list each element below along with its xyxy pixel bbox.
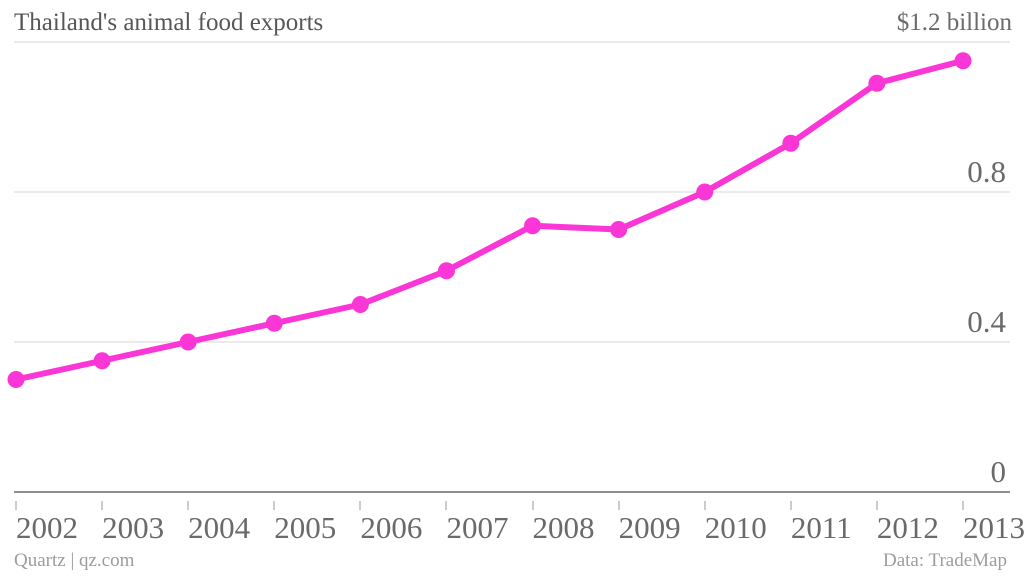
x-tick-label: 2005 bbox=[274, 510, 337, 545]
data-point bbox=[265, 314, 283, 332]
data-source-text: Data: TradeMap bbox=[882, 550, 1007, 571]
x-tick bbox=[617, 501, 620, 510]
credit-text: Quartz | qz.com bbox=[14, 550, 135, 571]
x-tick bbox=[187, 501, 190, 510]
x-tick bbox=[962, 501, 964, 510]
x-tick bbox=[359, 501, 362, 510]
gridline bbox=[14, 41, 1010, 43]
gridline bbox=[14, 341, 1010, 343]
x-tick bbox=[703, 501, 706, 510]
x-tick bbox=[273, 501, 276, 510]
data-point bbox=[7, 371, 25, 388]
y-tick-label: 0.8 bbox=[967, 154, 1006, 189]
x-tick bbox=[531, 501, 534, 510]
x-tick-label: 2003 bbox=[102, 510, 165, 545]
data-point bbox=[610, 221, 628, 238]
data-point bbox=[437, 262, 455, 280]
x-tick bbox=[789, 501, 792, 510]
x-tick-label: 2011 bbox=[790, 510, 852, 545]
x-axis-line bbox=[14, 491, 1010, 493]
data-point bbox=[351, 296, 369, 313]
data-point bbox=[954, 52, 972, 70]
y-axis-top-label: $1.2 billion bbox=[896, 9, 1012, 36]
data-point bbox=[93, 352, 111, 370]
trend-line bbox=[13, 57, 966, 383]
y-tick-label: 0.4 bbox=[967, 304, 1006, 339]
x-tick bbox=[15, 501, 17, 510]
gridline bbox=[14, 191, 1010, 193]
x-tick-label: 2012 bbox=[876, 510, 939, 545]
y-tick-label: 0 bbox=[990, 454, 1007, 489]
x-tick-label: 2006 bbox=[360, 510, 423, 545]
x-tick-label: 2009 bbox=[618, 510, 681, 545]
data-point bbox=[524, 217, 542, 235]
data-point bbox=[782, 134, 800, 152]
x-tick-label: 2013 bbox=[963, 510, 1024, 545]
x-tick-label: 2010 bbox=[704, 510, 767, 545]
chart-footer: Quartz | qz.com Data: TradeMap bbox=[14, 551, 1007, 570]
x-tick bbox=[875, 501, 878, 510]
chart-title: Thailand's animal food exports bbox=[14, 9, 324, 36]
x-tick-label: 2002 bbox=[16, 510, 78, 545]
x-tick-label: 2007 bbox=[446, 510, 509, 545]
x-tick bbox=[101, 501, 104, 510]
data-point bbox=[868, 74, 886, 92]
x-tick-label: 2004 bbox=[188, 510, 251, 545]
x-tick-label: 2008 bbox=[532, 510, 595, 545]
x-tick bbox=[445, 501, 448, 510]
